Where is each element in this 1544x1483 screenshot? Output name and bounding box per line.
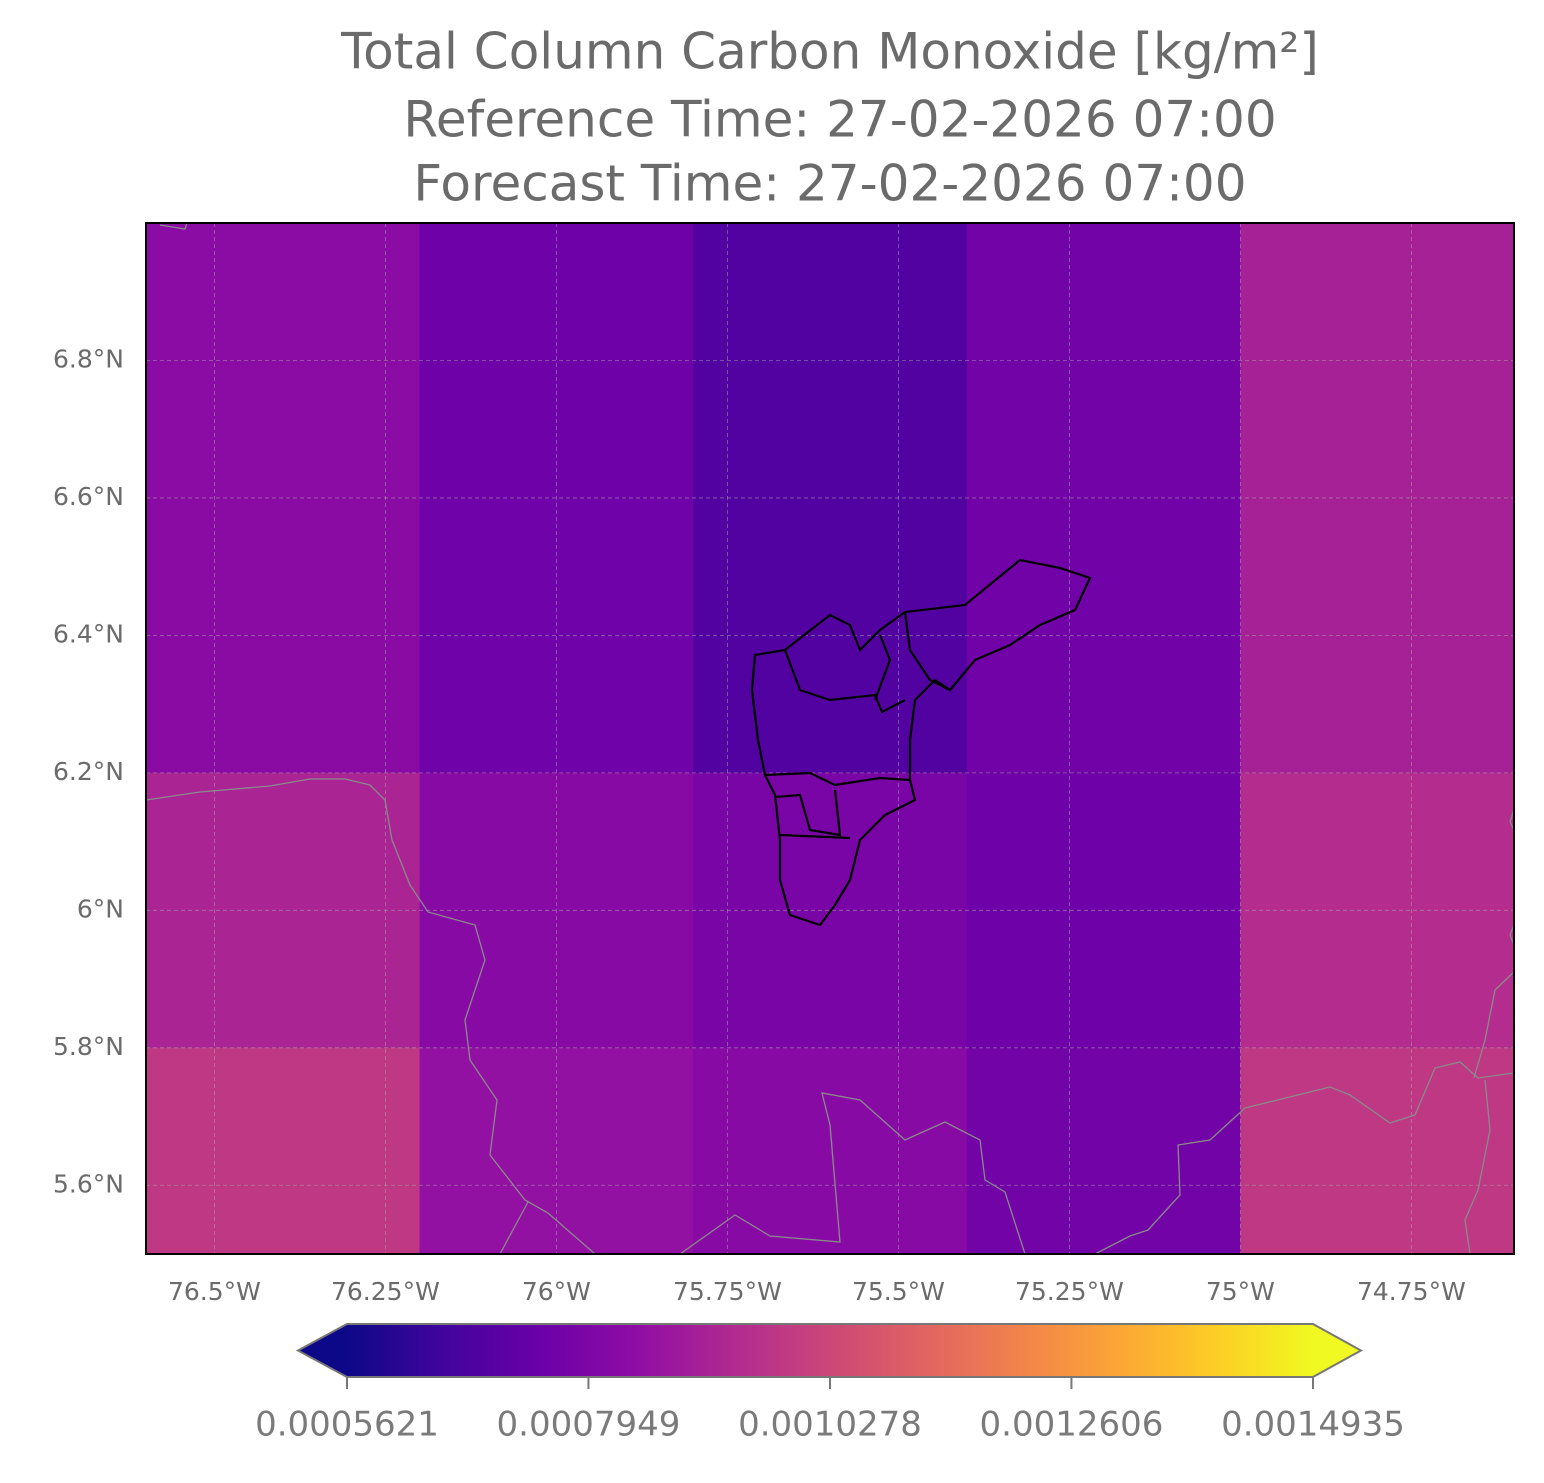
grid-cells [146, 223, 1514, 1254]
cell [1240, 1047, 1514, 1254]
admin-boundaries [750, 558, 1092, 927]
boundary [764, 771, 911, 787]
plot-frame [145, 222, 1515, 1255]
x-tick-label: 75.25°W [1015, 1277, 1124, 1306]
x-tick-label: 74.75°W [1357, 1277, 1466, 1306]
coastline [499, 1201, 529, 1254]
boundary [750, 558, 1092, 927]
colorbar-extend-max [1313, 1324, 1361, 1377]
boundary [783, 649, 906, 714]
boundary [873, 634, 892, 701]
y-tick-label: 6.2°N [53, 757, 124, 786]
coastline [679, 1092, 1026, 1254]
boundary [774, 789, 842, 837]
y-tick-label: 6.8°N [53, 344, 124, 373]
cell [966, 223, 1241, 499]
coastlines [146, 223, 1514, 1254]
chart-subtitle: Reference Time: 27-02-2026 07:00 [403, 91, 1276, 149]
gridlines [146, 223, 1514, 1254]
cell [966, 1047, 1241, 1254]
cell [146, 1047, 421, 1254]
x-tick-label: 75°W [1206, 1277, 1275, 1306]
colorbar-tick-label: 0.0007949 [497, 1405, 681, 1445]
coastline [1473, 971, 1514, 1079]
cell [966, 497, 1241, 774]
y-tick-label: 5.6°N [53, 1169, 124, 1198]
x-tick-label: 76.25°W [331, 1277, 440, 1306]
colorbar-tick-label: 0.0010278 [738, 1405, 922, 1445]
colorbar-gradient [347, 1324, 1313, 1377]
boundary [903, 611, 951, 691]
cell [966, 772, 1241, 1049]
cell [693, 497, 968, 774]
colorbar-tick-label: 0.0014935 [1221, 1405, 1405, 1445]
coastline [1464, 1079, 1491, 1254]
y-tick-label: 6.4°N [53, 619, 124, 648]
chart-title: Total Column Carbon Monoxide [kg/m²] [340, 23, 1319, 81]
coastline [146, 778, 596, 1254]
chart-subtitle: Forecast Time: 27-02-2026 07:00 [413, 155, 1246, 213]
colorbar-tick-label: 0.0005621 [255, 1405, 439, 1445]
boundary [779, 833, 851, 840]
colorbar-tick-label: 0.0012606 [980, 1405, 1164, 1445]
axes: 76.5°W 76.25°W 76°W 75.75°W 75.5°W 75.25°W 75°… [53, 344, 1466, 1306]
x-tick-label: 75.5°W [852, 1277, 945, 1306]
x-tick-label: 76.5°W [168, 1277, 261, 1306]
coastline [1094, 1061, 1514, 1254]
y-tick-label: 5.8°N [53, 1032, 124, 1061]
x-tick-label: 75.75°W [673, 1277, 782, 1306]
colorbar: 0.0005621 0.0007949 0.0010278 0.0012606 0.00… [255, 1323, 1405, 1445]
y-tick-label: 6.6°N [53, 482, 124, 511]
coastline [159, 223, 188, 230]
cell [693, 223, 968, 499]
cell [1240, 223, 1514, 499]
x-tick-label: 76°W [522, 1277, 591, 1306]
coastline [1509, 809, 1514, 946]
y-tick-label: 6°N [77, 894, 124, 923]
colorbar-extend-min [298, 1324, 347, 1377]
cell [693, 1047, 968, 1254]
cell [1240, 772, 1514, 1049]
cell [1240, 497, 1514, 774]
